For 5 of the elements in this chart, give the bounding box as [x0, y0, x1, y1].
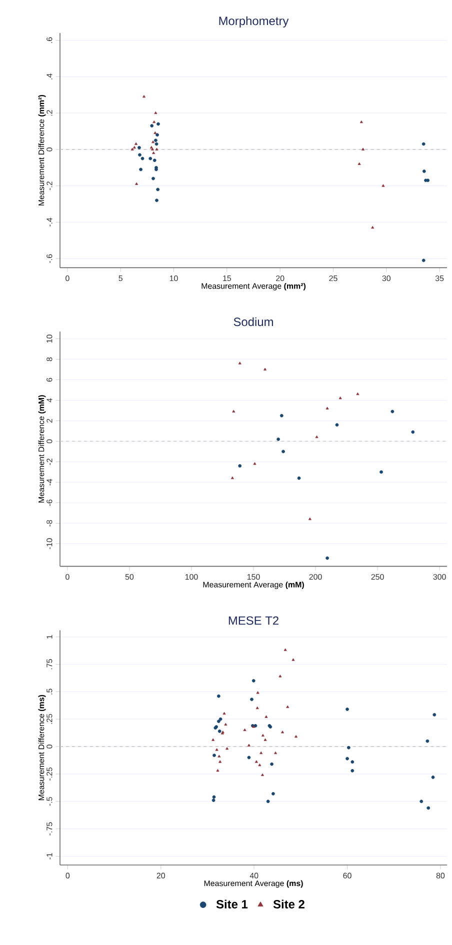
legend-label: Site 2	[273, 900, 304, 908]
chart-title: Sodium	[234, 317, 273, 326]
chart-title: Morphometry	[219, 16, 289, 28]
chart-title: MESE T2	[228, 616, 278, 625]
legend-label: Site 1	[216, 900, 248, 908]
